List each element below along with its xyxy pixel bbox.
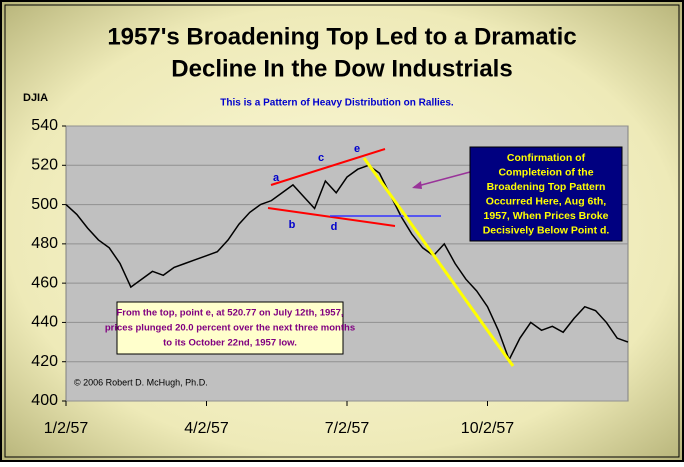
subtitle: This is a Pattern of Heavy Distribution … <box>220 98 454 109</box>
copyright: © 2006 Robert D. McHugh, Ph.D. <box>74 377 208 387</box>
note-box <box>469 146 623 242</box>
y-axis-label: DJIA <box>23 92 48 104</box>
y-tick-label: 420 <box>31 353 58 370</box>
y-tick-label: 500 <box>31 196 58 213</box>
point-label: e <box>354 143 360 155</box>
point-label: a <box>273 172 280 184</box>
note-line: to its October 22nd, 1957 low. <box>163 338 297 349</box>
note-line: Occurred Here, Aug 6th, <box>486 195 606 207</box>
y-tick-label: 520 <box>31 157 58 174</box>
data-line <box>65 164 629 362</box>
note: From the top, point e, at 520.77 on July… <box>105 308 355 349</box>
y-tick-label: 460 <box>31 274 58 291</box>
point-label: c <box>318 152 324 164</box>
note-line: prices plunged 20.0 percent over the nex… <box>105 323 355 334</box>
note-line: Confirmation of <box>507 152 586 164</box>
chart-title: Decline In the Dow Industrials <box>171 55 512 82</box>
x-tick-label: 4/2/57 <box>184 420 229 437</box>
upper-trendline <box>270 148 386 186</box>
x-tick-label: 7/2/57 <box>325 420 370 437</box>
x-tick-label: 1/2/57 <box>44 420 89 437</box>
note: Confirmation of Completeion of the Broaden… <box>483 152 610 237</box>
x-tick-label: 10/2/57 <box>461 420 514 437</box>
point-label: d <box>331 221 338 233</box>
lower-trendline <box>267 207 396 227</box>
note-line: Broadening Top Pattern <box>487 181 606 193</box>
note-line: From the top, point e, at 520.77 on July… <box>116 308 343 319</box>
y-tick-label: 400 <box>31 392 58 409</box>
frame <box>4 4 680 458</box>
y-tick-label: 540 <box>31 117 58 134</box>
note-line: Decisively Below Point d. <box>483 224 610 236</box>
y-tick-label: 480 <box>31 235 58 252</box>
chart-title: 1957's Broadening Top Led to a Dramatic <box>107 23 576 50</box>
note-line: Completeion of the <box>498 166 593 178</box>
note-box <box>116 301 344 355</box>
note-line: 1957, When Prices Broke <box>484 210 609 222</box>
y-tick-label: 440 <box>31 314 58 331</box>
arrow <box>413 171 471 188</box>
point-label: b <box>289 219 296 231</box>
arrow-head <box>412 181 422 189</box>
decline-line <box>362 157 515 367</box>
